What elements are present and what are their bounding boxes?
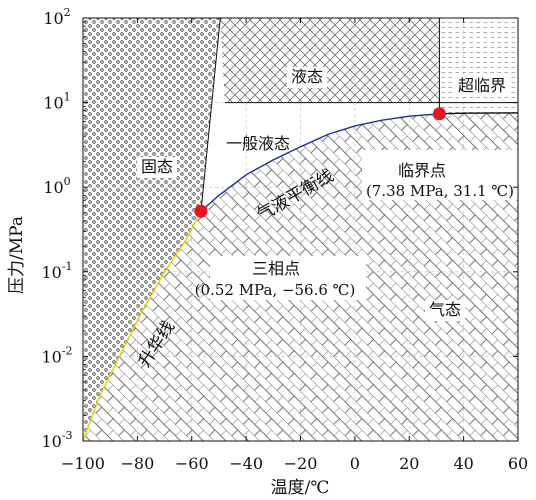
supercritical-boundary-curve [439, 112, 518, 115]
x-tick-label: −40 [229, 454, 263, 473]
region-gas-label-bg [425, 300, 465, 321]
sublimation-curve [83, 210, 202, 441]
region-supercritical-label-bg [454, 76, 510, 97]
x-tick-label: −20 [284, 454, 318, 473]
triple-point-label-bg [210, 256, 366, 300]
critical-point-marker [432, 107, 446, 121]
y-tick-label: 102 [43, 6, 70, 28]
y-tick-label: 10-2 [41, 344, 72, 366]
x-tick-label: 0 [350, 454, 360, 473]
region-general-liquid-label: 一般液态 [226, 134, 290, 153]
region-solid-fill [83, 18, 221, 441]
x-tick-label: −100 [61, 454, 105, 473]
critical-point-value: (7.38 MPa, 31.1 ℃) [366, 182, 514, 200]
critical-point-label: 临界点 [398, 161, 446, 180]
region-liquid-label-bg [287, 67, 327, 88]
y-axis-label: 压力/MPa [7, 216, 27, 294]
x-tick-label: 60 [508, 454, 528, 473]
region-gas-label: 气态 [429, 300, 461, 319]
x-axis-label: 温度/℃ [271, 478, 330, 496]
region-liquid-label: 液态 [291, 67, 323, 86]
triple-point-label: 三相点 [252, 259, 300, 278]
x-tick-label: −80 [120, 454, 154, 473]
region-solid-label-bg [137, 157, 177, 178]
critical-point-label-bg [362, 150, 526, 200]
vapor-liquid-curve [200, 113, 440, 212]
x-tick-label: −60 [175, 454, 209, 473]
x-tick-label: 20 [399, 454, 419, 473]
triple-point-value: (0.52 MPa, −56.6 ℃) [195, 281, 356, 299]
region-liquid-fill [220, 18, 440, 103]
region-supercritical-label: 超临界 [458, 76, 506, 95]
y-tick-label: 10-1 [41, 260, 72, 282]
y-tick-label: 100 [43, 175, 70, 197]
y-tick-label: 101 [43, 91, 70, 113]
melting-line [200, 18, 221, 212]
region-supercritical-fill [439, 18, 518, 114]
region-solid-label: 固态 [141, 157, 173, 176]
triple-point-marker [194, 204, 208, 218]
y-tick-label: 10-3 [41, 429, 72, 451]
x-tick-label: 40 [453, 454, 473, 473]
